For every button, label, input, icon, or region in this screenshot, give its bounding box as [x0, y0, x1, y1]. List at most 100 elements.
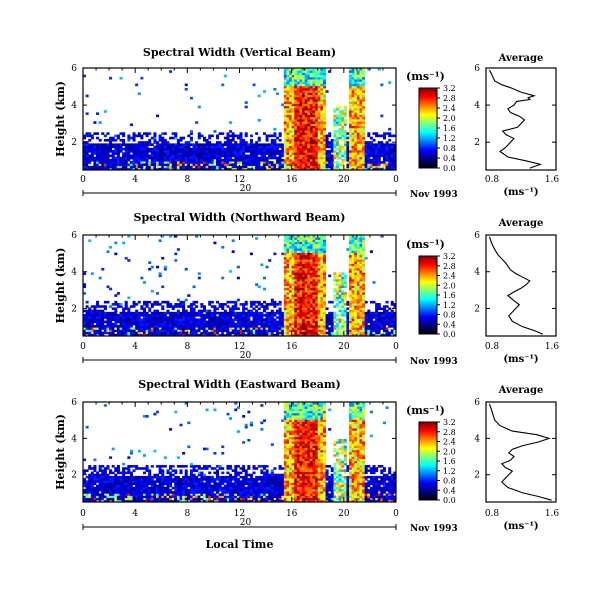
heatmap-cell	[388, 327, 392, 330]
heatmap-cell	[302, 325, 306, 328]
heatmap-cell	[286, 285, 290, 289]
heatmap-cell	[362, 136, 366, 140]
heatmap-cell	[218, 161, 222, 164]
heatmap-cell	[320, 119, 324, 122]
heatmap-cell	[317, 136, 321, 140]
heatmap-cell	[109, 287, 113, 291]
heatmap-cell	[317, 134, 321, 138]
heatmap-cell	[216, 143, 220, 147]
heatmap-cell	[325, 165, 329, 169]
heatmap-cell	[315, 112, 319, 115]
heatmap-cell	[322, 143, 326, 147]
heatmap-cell	[208, 316, 212, 319]
heatmap-cell	[210, 143, 214, 147]
heatmap-cell	[349, 283, 353, 286]
heatmap-cell	[192, 307, 196, 311]
heatmap-cell	[333, 134, 337, 138]
heatmap-cell	[150, 136, 154, 140]
heatmap-cell	[278, 145, 282, 149]
heatmap-cell	[336, 141, 340, 144]
heatmap-cell	[317, 72, 321, 76]
heatmap-cell	[179, 154, 183, 158]
heatmap-cell	[150, 325, 154, 328]
heatmap-cell	[129, 322, 133, 326]
heatmap-cell	[249, 327, 253, 330]
heatmap-cell	[283, 154, 287, 158]
heatmap-cell	[320, 307, 324, 311]
heatmap-cell	[231, 150, 235, 153]
heatmap-cell	[156, 327, 160, 330]
heatmap-cell	[90, 309, 94, 313]
heatmap-cell	[299, 127, 303, 131]
heatmap-cell	[116, 333, 120, 337]
heatmap-cell	[304, 112, 308, 115]
heatmap-cell	[205, 156, 209, 160]
heatmap-cell	[229, 134, 233, 138]
heatmap-cell	[265, 311, 269, 315]
heatmap-cell	[343, 167, 347, 171]
heatmap-cell	[294, 136, 298, 140]
heatmap-cell	[182, 156, 186, 160]
heatmap-cell	[109, 245, 113, 249]
heatmap-cell	[83, 320, 87, 324]
heatmap-cell	[322, 276, 326, 280]
heatmap-cell	[309, 281, 313, 284]
heatmap-cell	[349, 116, 353, 120]
heatmap-cell	[286, 256, 290, 260]
heatmap-cell	[83, 150, 87, 153]
heatmap-cell	[349, 296, 353, 300]
heatmap-cell	[291, 130, 295, 133]
heatmap-cell	[304, 333, 308, 337]
heatmap-cell	[226, 327, 230, 330]
heatmap-cell	[309, 158, 313, 162]
heatmap-cell	[283, 147, 287, 151]
heatmap-cell	[114, 309, 118, 313]
heatmap-cell	[249, 303, 253, 306]
heatmap-cell	[200, 311, 204, 315]
heatmap-cell	[289, 83, 293, 87]
heatmap-cell	[213, 147, 217, 151]
heatmap-cell	[315, 241, 319, 245]
heatmap-cell	[349, 278, 353, 282]
heatmap-cell	[223, 309, 227, 313]
heatmap-cell	[322, 68, 326, 71]
heatmap-cell	[302, 132, 306, 135]
heatmap-cell	[309, 309, 313, 313]
heatmap-cell	[202, 316, 206, 319]
heatmap-cell	[291, 314, 295, 317]
heatmap-cell	[101, 161, 105, 164]
heatmap-cell	[174, 161, 178, 164]
heatmap-cell	[268, 156, 272, 160]
heatmap-cell	[385, 154, 389, 158]
heatmap-cell	[351, 274, 355, 278]
heatmap-cell	[101, 163, 105, 166]
heatmap-cell	[377, 320, 381, 324]
heatmap-cell	[362, 325, 366, 328]
heatmap-cell	[93, 163, 97, 166]
heatmap-cell	[317, 314, 321, 317]
heatmap-cell	[257, 165, 261, 169]
heatmap-cell	[385, 327, 389, 330]
heatmap-cell	[137, 150, 141, 153]
heatmap-cell	[249, 300, 253, 304]
heatmap-cell	[98, 311, 102, 315]
heatmap-cell	[137, 147, 141, 151]
heatmap-cell	[124, 165, 128, 169]
heatmap-cell	[367, 161, 371, 164]
heatmap-cell	[364, 147, 368, 151]
heatmap-cell	[289, 94, 293, 98]
heatmap-cell	[187, 141, 191, 144]
heatmap-cell	[182, 325, 186, 328]
heatmap-cell	[265, 152, 269, 155]
heatmap-cell	[129, 333, 133, 337]
heatmap-cell	[320, 70, 324, 73]
heatmap-cell	[96, 147, 100, 151]
heatmap-cell	[140, 318, 144, 322]
heatmap-cell	[349, 92, 353, 96]
heatmap-cell	[351, 235, 355, 238]
heatmap-cell	[176, 158, 180, 162]
heatmap-cell	[210, 145, 214, 149]
heatmap-cell	[283, 259, 287, 262]
heatmap-cell	[242, 311, 246, 315]
heatmap-cell	[202, 331, 206, 335]
